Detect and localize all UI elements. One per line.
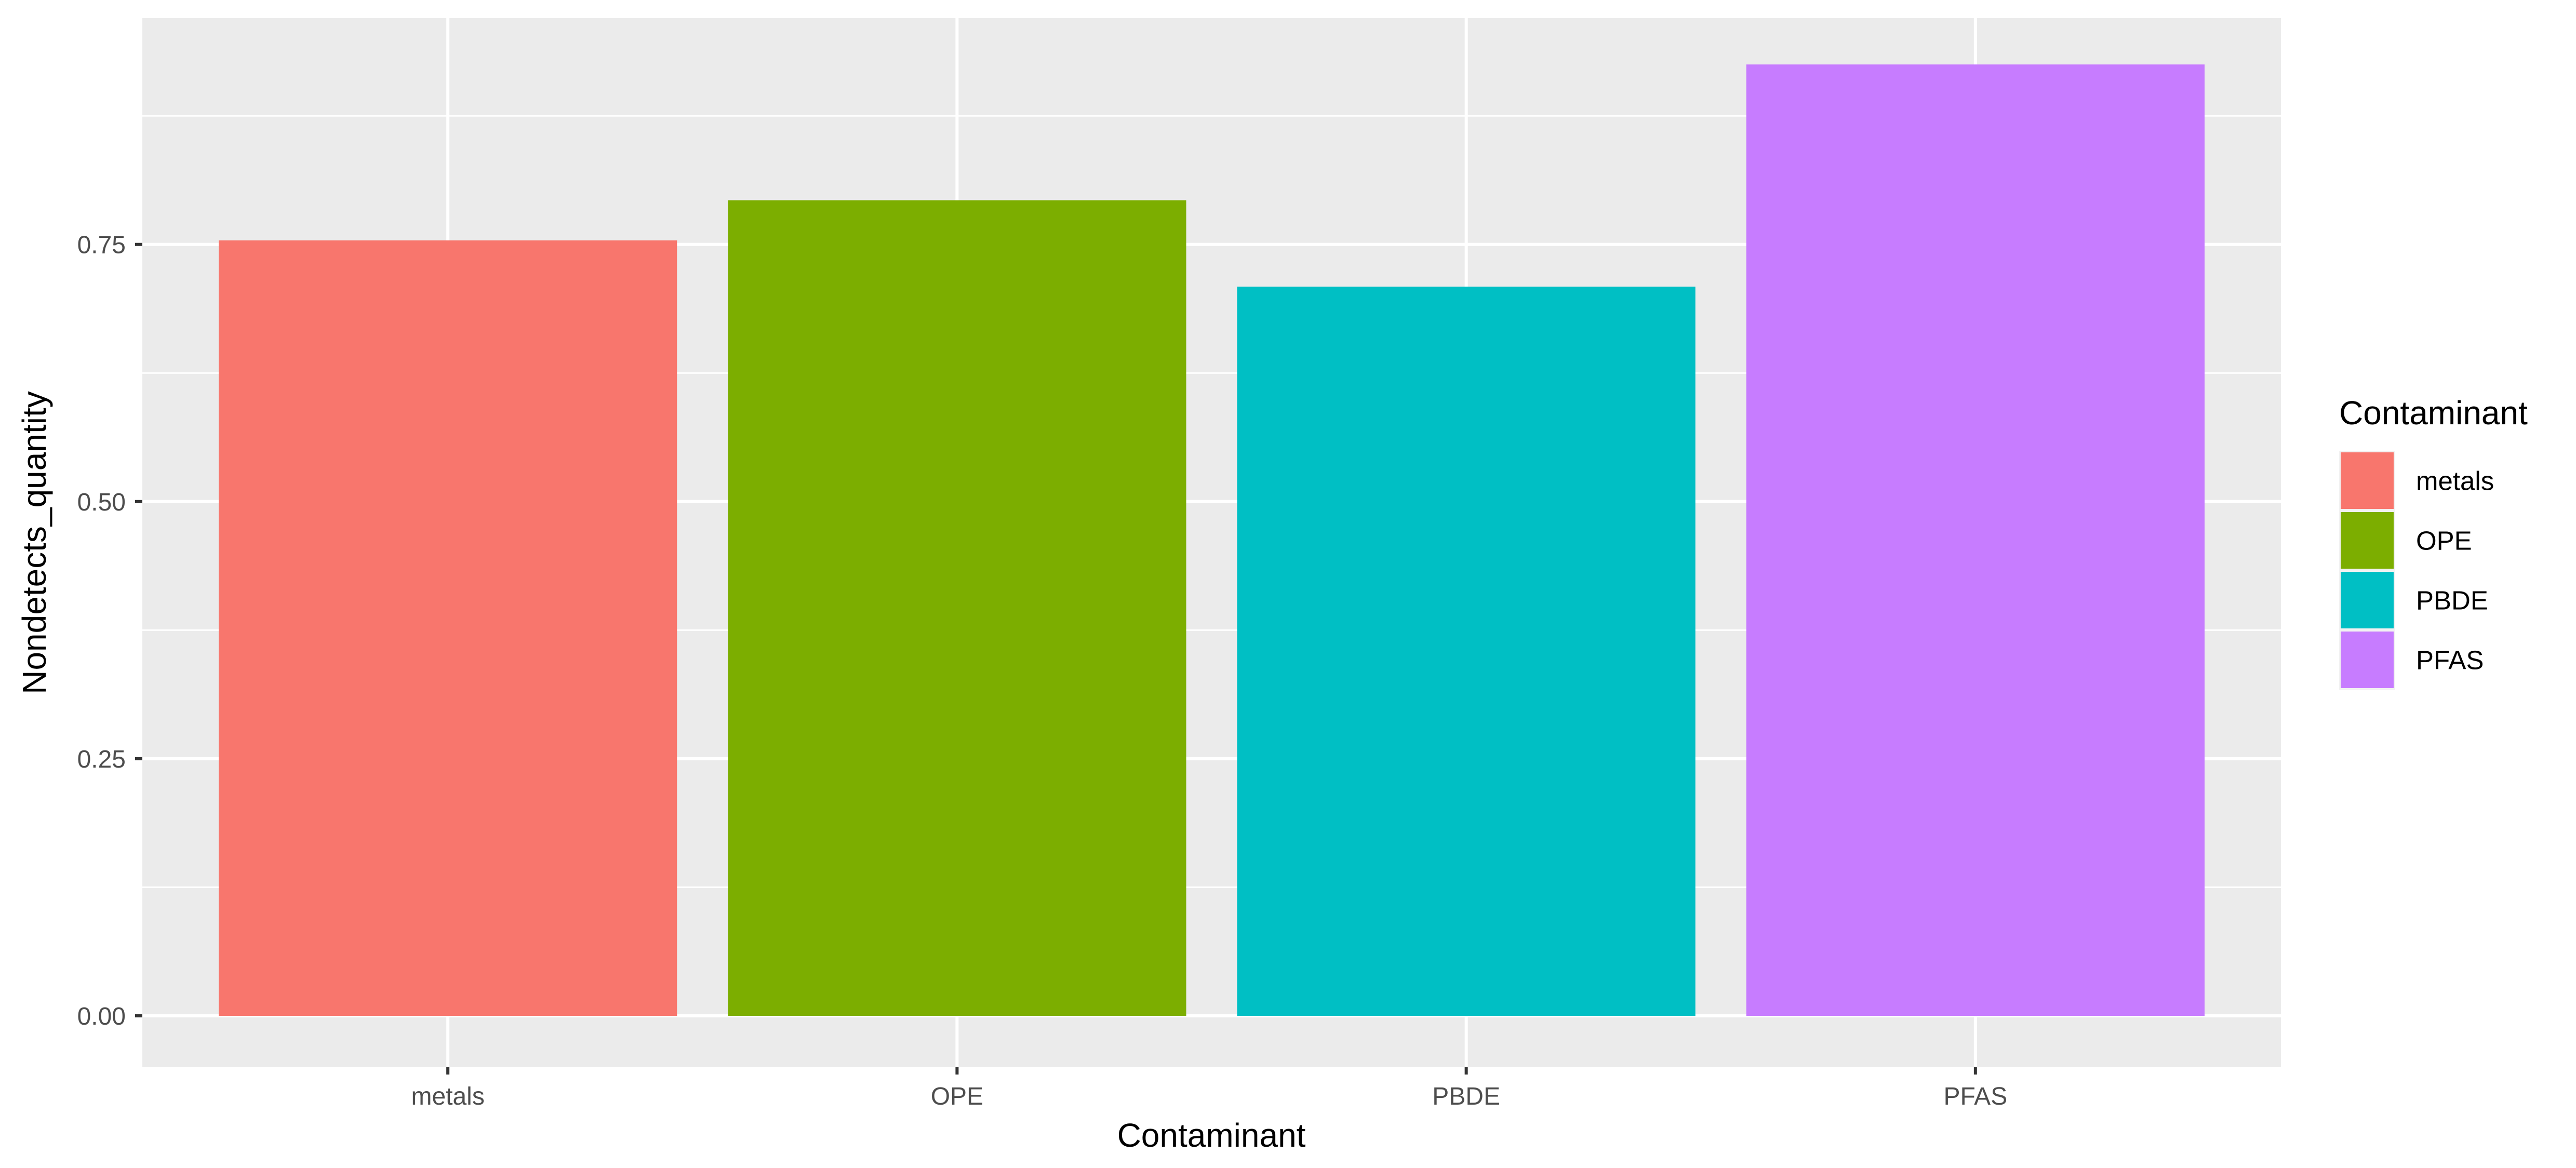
bar-metals: [219, 240, 677, 1016]
legend-title: Contaminant: [2339, 394, 2528, 432]
y-tick-label: 0.25: [77, 746, 126, 773]
x-axis-ticks: metals OPE PBDE PFAS: [411, 1067, 2007, 1110]
x-tick-label: PBDE: [1432, 1083, 1500, 1110]
x-tick-label: metals: [411, 1083, 484, 1110]
legend-item-label: OPE: [2416, 526, 2472, 556]
legend-key-swatch: [2341, 632, 2394, 688]
x-tick-label: OPE: [931, 1083, 983, 1110]
legend-item-label: PBDE: [2416, 586, 2488, 615]
legend-key-swatch: [2341, 452, 2394, 509]
bar-OPE: [728, 200, 1186, 1016]
legend-item-label: metals: [2416, 466, 2494, 496]
x-tick-label: PFAS: [1943, 1083, 2007, 1110]
bars: [219, 64, 2205, 1016]
bar-PBDE: [1237, 286, 1696, 1016]
y-tick-label: 0.00: [77, 1003, 126, 1030]
legend-key-swatch: [2341, 572, 2394, 628]
y-axis-ticks: 0.00 0.25 0.50 0.75: [77, 232, 142, 1030]
y-tick-label: 0.50: [77, 489, 126, 516]
y-tick-label: 0.75: [77, 232, 126, 259]
legend-key-swatch: [2341, 512, 2394, 569]
legend: Contaminant metals OPE PBDE PFAS: [2339, 394, 2528, 690]
legend-item-label: PFAS: [2416, 646, 2484, 675]
legend-items: metals OPE PBDE PFAS: [2339, 451, 2494, 690]
x-axis-title: Contaminant: [1117, 1117, 1306, 1154]
bar-PFAS: [1746, 64, 2205, 1016]
y-axis-title: Nondetects_quantity: [16, 391, 53, 694]
